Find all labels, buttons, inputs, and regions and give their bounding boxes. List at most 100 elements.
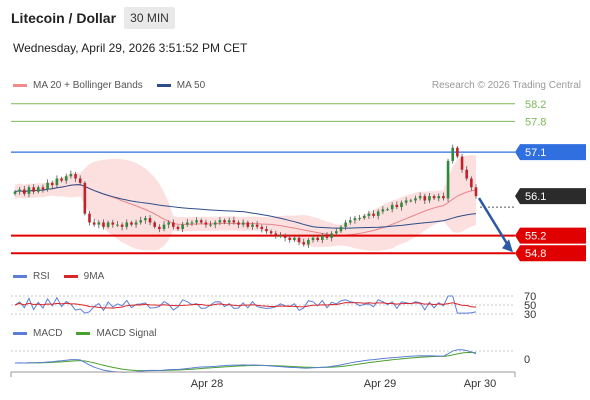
research-credit: Research © 2026 Trading Central [431, 80, 581, 91]
time-axis: Apr 28 Apr 29 Apr 30 [10, 371, 516, 390]
candle-body [456, 147, 459, 157]
candle-body [316, 237, 319, 241]
candle-body [23, 189, 26, 194]
rsi-tick-label: 50 [524, 300, 536, 312]
chart-header: Litecoin / Dollar 30 MIN [0, 0, 590, 36]
candle-body [372, 213, 375, 216]
instrument-title: Litecoin / Dollar [11, 10, 117, 26]
rsi-legend: RSI 9MA [13, 271, 118, 282]
candle-body [190, 222, 194, 224]
bollinger-band-area [15, 155, 476, 251]
legend-swatch [63, 275, 78, 278]
candle-body [78, 178, 82, 183]
candle-body [418, 196, 422, 199]
candle-body [279, 235, 282, 237]
candle-body [330, 233, 333, 238]
candle-body [116, 224, 119, 226]
candle-body [395, 204, 399, 208]
x-tick-label: Apr 28 [191, 378, 223, 390]
candle-body [64, 176, 68, 181]
candle-body [409, 200, 413, 202]
candle-body [460, 156, 464, 170]
legend-item-ma50: MA 50 [156, 80, 205, 91]
candle-body [362, 215, 366, 219]
candle-body [311, 237, 315, 241]
candle-body [60, 178, 63, 181]
candle-body [437, 196, 441, 199]
candle-body [181, 224, 184, 230]
candle-body [390, 204, 394, 210]
candle-body [162, 224, 166, 230]
candle-body [348, 220, 352, 223]
candle-body [223, 220, 226, 223]
candle-body [325, 235, 329, 238]
candle-body [55, 178, 59, 186]
candle-body [167, 222, 170, 225]
candle-body [185, 222, 189, 225]
candle-body [339, 226, 343, 232]
candle-body [423, 196, 427, 201]
candle-body [106, 222, 110, 227]
candle-body [18, 189, 21, 192]
candle-body [227, 220, 231, 223]
x-tick-label: Apr 30 [464, 378, 496, 390]
candle-body [344, 222, 347, 227]
candle-body [50, 182, 54, 186]
candle-body [470, 178, 473, 188]
arrow-shaft [477, 197, 510, 246]
forecast-arrow [477, 197, 513, 253]
candle-body [88, 213, 91, 223]
candle-body [241, 222, 245, 225]
candle-body [153, 222, 156, 227]
candle-body [353, 218, 357, 221]
candle-body [446, 160, 450, 199]
candle-body [283, 235, 287, 238]
candle-body [172, 222, 175, 227]
candle-body [428, 196, 431, 201]
interval-selector[interactable]: 30 MIN [124, 7, 175, 29]
candle-body [130, 222, 133, 225]
macd-panel: 0 [11, 349, 530, 373]
candle-body [297, 237, 301, 243]
candle-body [158, 226, 161, 230]
candle-body [376, 211, 380, 216]
level-tag [515, 245, 586, 262]
bollinger-bands [15, 155, 476, 251]
candle-body [386, 209, 389, 211]
candle-body [139, 220, 143, 223]
candle-body [367, 213, 371, 216]
candle-body [92, 222, 96, 225]
macd-line [14, 349, 477, 373]
candle-body [237, 222, 240, 225]
rsi-tick-label: 30 [524, 309, 536, 321]
candle-body [27, 187, 31, 194]
candle-body [32, 187, 35, 192]
candle-body [414, 198, 417, 201]
candle-body [195, 220, 198, 223]
candle-body [465, 169, 468, 179]
main-legend: MA 20 + Bollinger Bands MA 50 [13, 80, 219, 91]
level-label: 58.2 [525, 99, 546, 111]
candle-body [36, 187, 40, 192]
macd-legend: MACD MACD Signal [13, 328, 170, 339]
candle-body [274, 233, 278, 236]
level-label: 54.8 [525, 248, 546, 260]
legend-item-macd: MACD [13, 328, 62, 339]
candle-body [148, 218, 152, 223]
candle-body [288, 237, 292, 241]
candle-body [265, 229, 268, 232]
legend-swatch [13, 332, 27, 335]
level-tag [515, 227, 586, 244]
candle-body [46, 182, 49, 190]
legend-swatch [76, 332, 91, 335]
candle-body [321, 235, 324, 241]
timestamp: Wednesday, April 29, 2026 3:51:52 PM CET [13, 41, 248, 55]
candle-body [260, 226, 264, 230]
candle-body [400, 202, 403, 208]
legend-swatch [13, 84, 27, 87]
price-levels: 58.2 57.8 57.1 56.1 55.2 54.8 [11, 99, 586, 262]
candle-body [335, 231, 338, 234]
legend-item-macd-signal: MACD Signal [76, 328, 156, 339]
